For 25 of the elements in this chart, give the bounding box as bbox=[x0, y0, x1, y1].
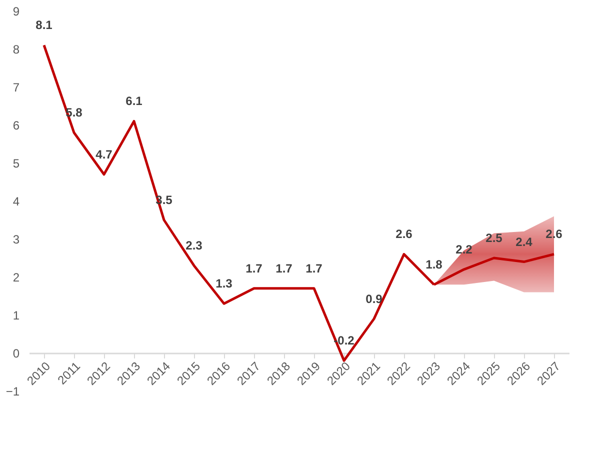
data-label: 1.3 bbox=[216, 276, 233, 291]
data-label: 6.1 bbox=[126, 94, 143, 108]
y-tick-label: 1 bbox=[12, 308, 20, 322]
data-label: 2.5 bbox=[486, 231, 503, 245]
data-label: 1.7 bbox=[246, 261, 263, 276]
data-label: 1.8 bbox=[426, 258, 443, 272]
data-label: 2.4 bbox=[516, 234, 533, 249]
data-label: 8.1 bbox=[36, 18, 53, 32]
data-label: 0.9 bbox=[366, 292, 383, 306]
y-tick-label: 6 bbox=[12, 118, 20, 132]
y-tick-label: 8 bbox=[12, 42, 20, 56]
data-label: 2.6 bbox=[396, 227, 413, 242]
y-tick-label: 5 bbox=[12, 156, 20, 170]
y-tick-label: 7 bbox=[12, 80, 20, 94]
y-tick-label: −1 bbox=[6, 384, 20, 398]
data-label: 2.6 bbox=[546, 227, 563, 242]
data-label: 2.3 bbox=[186, 238, 203, 253]
data-label: 4.7 bbox=[96, 147, 113, 162]
y-tick-label: 3 bbox=[12, 232, 20, 246]
y-tick-label: 2 bbox=[12, 270, 20, 284]
data-label: 1.7 bbox=[306, 261, 323, 276]
y-tick-label: 9 bbox=[12, 4, 20, 18]
data-label: 1.7 bbox=[276, 261, 293, 276]
y-tick-label: 4 bbox=[12, 194, 20, 208]
y-tick-label: 0 bbox=[12, 346, 20, 360]
